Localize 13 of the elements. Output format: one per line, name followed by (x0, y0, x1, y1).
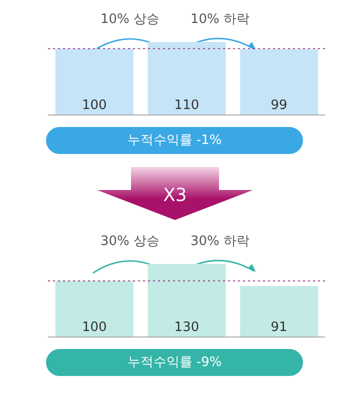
data-label: 130 (174, 320, 200, 335)
data-label: 91 (270, 320, 288, 335)
text: 누적수익률 -9% (46, 349, 303, 376)
text: X3 (162, 185, 188, 206)
text: 10% 하락 (189, 11, 251, 28)
data-label: 100 (82, 98, 107, 113)
text: 누적수익률 -1% (46, 127, 303, 154)
data-label: 99 (270, 98, 288, 113)
data-label: 100 (82, 320, 107, 335)
text: 10% 상승 (99, 11, 161, 28)
text: 30% 하락 (189, 233, 251, 250)
data-label: 110 (174, 98, 200, 113)
text: 30% 상승 (99, 233, 161, 250)
